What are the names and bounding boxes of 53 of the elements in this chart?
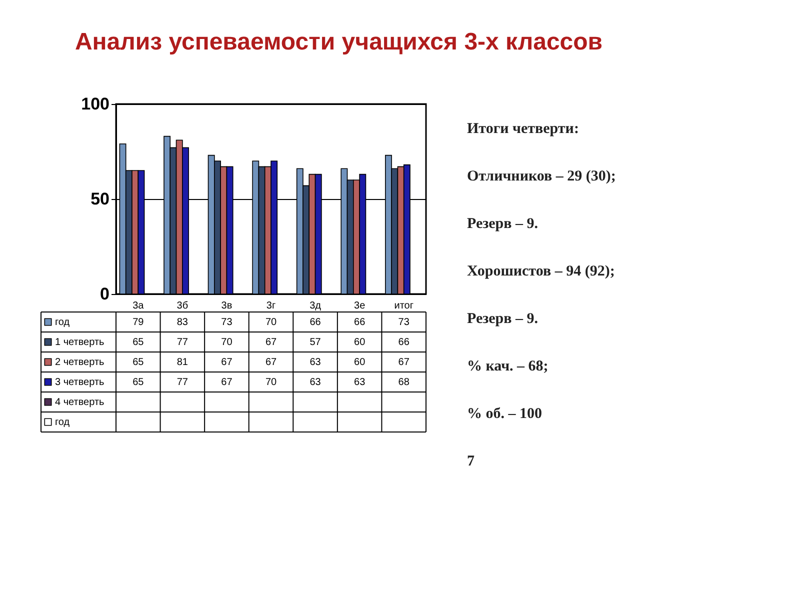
text: Хорошистов – 94 (92); (467, 263, 615, 280)
data-label: 77 (176, 377, 188, 388)
data-label: 63 (310, 377, 322, 388)
data-label: 66 (354, 317, 366, 328)
data-label: 66 (310, 317, 322, 328)
data-label: 73 (221, 317, 233, 328)
x-tick-label: итог (394, 300, 414, 312)
legend-label: год (55, 317, 70, 328)
data-label: 65 (132, 357, 144, 368)
x-tick-label: 3в (221, 300, 232, 312)
data-label: 67 (398, 357, 410, 368)
text: Резерв – 9. (467, 310, 538, 327)
legend-label: 2 четверть (55, 357, 104, 368)
data-label: 63 (354, 377, 366, 388)
data-label: 60 (354, 337, 366, 348)
chart-title: Анализ успеваемости учащихся 3-х классов (74, 28, 603, 56)
x-tick-label: 3а (132, 300, 144, 312)
x-tick-label: 3е (354, 300, 366, 312)
x-tick-label: 3г (266, 300, 276, 312)
text: Итоги четверти: (467, 120, 579, 137)
text: % об. – 100 (467, 406, 542, 422)
legend-label: 3 четверть (55, 377, 104, 388)
data-label: 70 (265, 377, 277, 388)
data-label: 83 (176, 317, 188, 328)
data-label: 65 (132, 337, 144, 348)
y-tick-label: 50 (90, 190, 110, 208)
y-tick-label: 0 (100, 284, 110, 304)
data-label: 73 (398, 317, 410, 328)
data-label: 70 (221, 337, 233, 348)
text: % кач. – 68; (467, 358, 548, 374)
data-label: 66 (398, 337, 410, 348)
y-tick-label: 100 (81, 94, 110, 114)
x-tick-label: 3б (176, 300, 188, 312)
x-tick-label: 3д (310, 300, 322, 312)
data-label: 70 (265, 317, 277, 328)
data-label: 81 (176, 357, 188, 368)
data-label: 65 (132, 377, 144, 388)
data-label: 60 (354, 357, 366, 368)
data-label: 67 (221, 377, 233, 388)
data-label: 63 (310, 357, 322, 368)
text: 7 (467, 453, 475, 470)
data-label: 68 (398, 377, 410, 388)
legend-label: 4 четверть (55, 397, 104, 408)
text: Отличников – 29 (30); (467, 168, 616, 184)
data-label: 67 (265, 357, 277, 368)
data-label: 67 (221, 357, 233, 368)
data-label: 67 (265, 337, 277, 348)
text: Резерв – 9. (467, 216, 538, 232)
data-label: 77 (176, 337, 188, 348)
data-label: 57 (310, 337, 322, 348)
legend-label: 1 четверть (55, 337, 104, 348)
data-label: 79 (132, 317, 144, 328)
legend-label: год (55, 417, 70, 428)
